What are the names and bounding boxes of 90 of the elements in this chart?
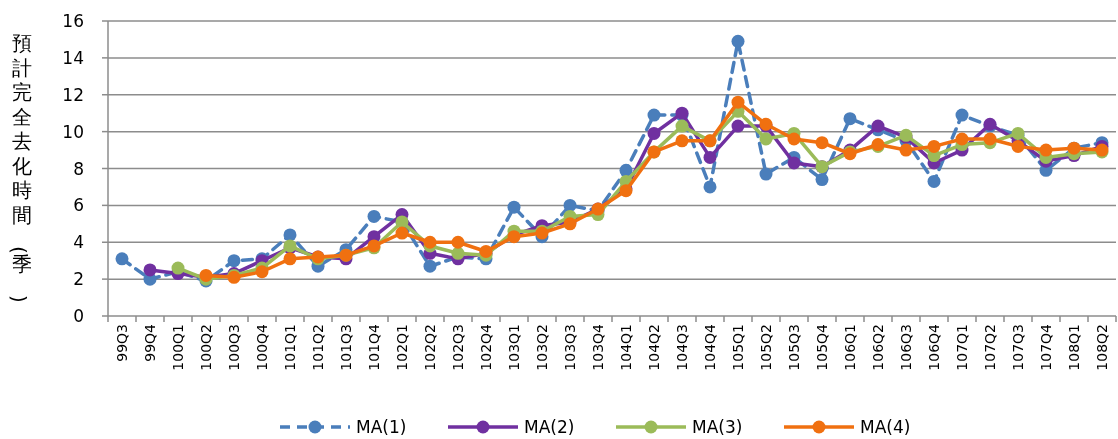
- x-tick-label: 100Q2: [198, 324, 214, 371]
- x-tick-label: 106Q4: [926, 323, 942, 371]
- x-tick-label: 101Q4: [366, 323, 382, 371]
- point: [703, 150, 717, 164]
- point: [703, 180, 717, 194]
- y-tick-label: 12: [62, 84, 84, 105]
- point: [227, 254, 241, 268]
- point: [1011, 139, 1025, 153]
- y-tick-label: 0: [73, 306, 84, 326]
- point: [423, 235, 437, 249]
- point: [675, 119, 689, 133]
- point: [787, 132, 801, 146]
- x-tick-label: 105Q3: [786, 324, 802, 371]
- point: [395, 226, 409, 240]
- x-tick-label: 104Q1: [618, 324, 634, 371]
- point: [143, 263, 157, 277]
- x-tick-label: 101Q2: [310, 324, 326, 371]
- x-tick-label: 102Q2: [422, 324, 438, 371]
- point: [1039, 143, 1053, 157]
- point: [423, 259, 437, 273]
- x-tick-label: 103Q2: [534, 324, 550, 371]
- point: [927, 174, 941, 188]
- x-tick-label: 105Q1: [730, 324, 746, 371]
- point: [787, 156, 801, 170]
- point: [815, 173, 829, 187]
- legend-label: MA(4): [860, 417, 911, 437]
- legend-label: MA(2): [524, 417, 575, 437]
- point: [955, 132, 969, 146]
- point: [563, 198, 577, 212]
- point: [899, 143, 913, 157]
- point: [955, 108, 969, 122]
- x-tick-label: 102Q1: [394, 324, 410, 371]
- point: [255, 265, 269, 279]
- x-tick-label: 103Q4: [590, 323, 606, 371]
- y-tick-label: 8: [73, 158, 84, 179]
- x-tick-label: 104Q3: [674, 324, 690, 371]
- point: [283, 228, 297, 242]
- point: [171, 261, 185, 275]
- point: [843, 112, 857, 126]
- x-tick-label: 106Q2: [870, 324, 886, 371]
- point: [731, 34, 745, 48]
- x-tick-label: 101Q3: [338, 324, 354, 371]
- point: [451, 246, 465, 260]
- x-tick-label: 104Q2: [646, 324, 662, 371]
- point: [759, 167, 773, 181]
- x-tick-label: 107Q4: [1038, 323, 1054, 371]
- point: [675, 134, 689, 148]
- x-tick-label: 100Q3: [226, 324, 242, 371]
- point: [451, 235, 465, 249]
- y-tick-label: 10: [62, 121, 84, 142]
- y-tick-label: 2: [73, 269, 84, 290]
- legend-label: MA(1): [356, 417, 407, 437]
- x-tick-label: 99Q4: [142, 323, 158, 362]
- y-tick-label: 14: [62, 47, 84, 68]
- x-tick-label: 103Q1: [506, 324, 522, 371]
- y-tick-label: 16: [62, 11, 84, 31]
- x-tick-label: 105Q2: [758, 324, 774, 371]
- x-tick-label: 101Q1: [282, 324, 298, 371]
- x-tick-label: 104Q4: [702, 323, 718, 371]
- x-tick-label: 100Q1: [170, 324, 186, 371]
- point: [647, 126, 661, 140]
- legend-label: MA(3): [692, 417, 743, 437]
- point: [115, 252, 129, 266]
- point: [507, 200, 521, 214]
- x-tick-label: 107Q2: [982, 324, 998, 371]
- point: [983, 132, 997, 146]
- point: [647, 108, 661, 122]
- x-tick-label: 105Q4: [814, 323, 830, 371]
- point: [927, 139, 941, 153]
- x-tick-label: 103Q3: [562, 324, 578, 371]
- point: [759, 132, 773, 146]
- x-tick-label: 107Q3: [1010, 324, 1026, 371]
- x-tick-label: 99Q3: [114, 324, 130, 362]
- x-tick-label: 102Q3: [450, 324, 466, 371]
- point: [731, 95, 745, 109]
- point: [283, 252, 297, 266]
- x-tick-label: 106Q3: [898, 324, 914, 371]
- x-tick-label: 108Q2: [1094, 324, 1110, 371]
- y-tick-label: 6: [73, 195, 84, 216]
- y-tick-label: 4: [73, 232, 84, 253]
- x-tick-label: 106Q1: [842, 324, 858, 371]
- point: [871, 119, 885, 133]
- x-tick-label: 100Q4: [254, 323, 270, 371]
- point: [367, 209, 381, 223]
- x-tick-label: 102Q4: [478, 323, 494, 371]
- x-tick-label: 108Q1: [1066, 324, 1082, 371]
- text: 預計完全去化時間(季): [7, 31, 32, 303]
- point: [815, 136, 829, 150]
- point: [731, 119, 745, 133]
- x-tick-label: 107Q1: [954, 324, 970, 371]
